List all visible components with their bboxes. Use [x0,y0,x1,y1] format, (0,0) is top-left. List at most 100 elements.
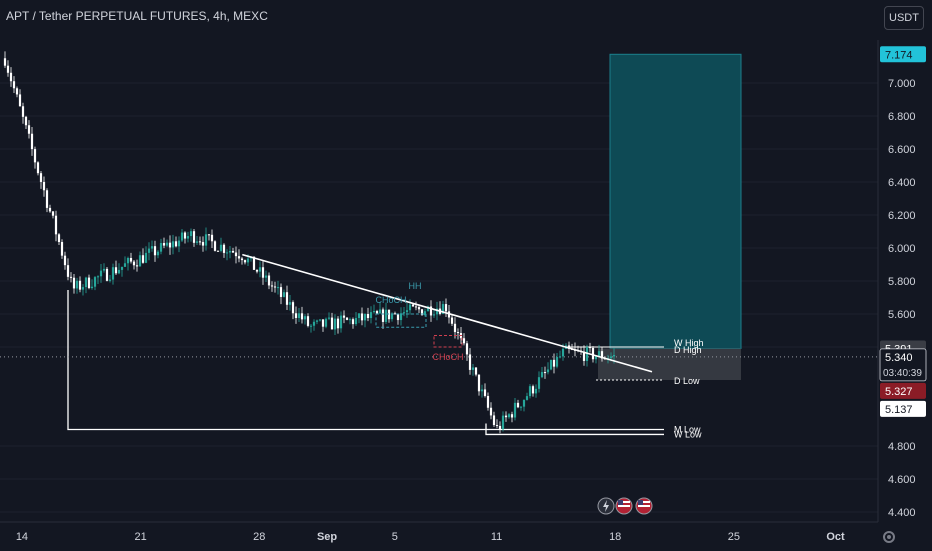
candle [567,345,571,349]
candle [18,94,22,107]
candle [558,356,562,358]
candle [432,314,436,316]
candle [15,88,19,95]
candle [405,310,409,313]
candle [507,414,511,418]
candle [24,116,28,126]
candle [330,317,334,330]
candle [195,241,199,243]
candle [3,58,7,66]
candle [492,415,496,426]
candle [453,323,457,333]
y-tick-label: 5.600 [888,309,916,321]
candle [135,265,139,267]
candle [372,311,376,313]
candle [366,313,370,319]
candle [303,316,307,320]
candle [417,307,421,310]
candle [105,268,109,281]
candle [252,256,256,270]
flag-stripe [638,501,650,503]
candle [498,425,502,430]
candle [276,287,280,289]
candle [189,231,193,237]
candle [402,312,406,314]
candle [360,313,364,321]
candle [42,181,46,191]
candle [201,242,205,246]
candle [399,313,403,321]
candle [585,347,589,361]
candle [12,81,16,89]
candle [480,389,484,392]
candle [531,386,535,394]
candle [132,261,136,266]
candle [495,425,499,427]
m-low-label: M Low [674,425,701,435]
candle [63,255,67,266]
candle [309,325,313,327]
candle [48,207,52,212]
us-flag-icon [615,497,633,515]
candle [6,65,10,73]
candle [114,267,118,274]
candle [444,304,448,312]
x-tick-label: Oct [826,531,845,543]
candle [261,267,265,278]
target-price-tag: 7.174 [885,49,913,61]
candle [537,377,541,389]
candle [471,367,475,370]
flag-stripe [638,505,650,507]
candle [324,318,328,327]
hh-label: HH [409,281,422,291]
candle [204,234,208,246]
candle [528,386,532,397]
candle [123,263,127,267]
candle [522,399,526,407]
candle [255,269,259,272]
candle [81,287,85,290]
candle [468,354,472,370]
candle [174,241,178,247]
candle [561,348,565,357]
candle [543,372,547,374]
candle [234,252,238,257]
candle [273,286,277,288]
us-flag-icon [635,497,653,515]
w-low-line [485,423,664,436]
candle [186,236,190,239]
candle [192,231,196,243]
candle [426,306,430,312]
candle [582,351,586,361]
candle [435,308,439,315]
candle [306,316,310,326]
candle [549,359,553,370]
stop-price-tag: 5.327 [885,386,913,398]
gear-icon [883,531,895,543]
candle [78,280,82,290]
candle [33,149,37,163]
settings-button[interactable] [878,526,900,548]
candle [126,257,130,264]
event-icons [597,497,653,515]
choch-box-top [375,313,427,328]
candle [138,255,142,267]
d-high-label: D High [674,345,702,355]
candle [144,252,148,263]
candle [552,359,556,367]
candle [168,242,172,248]
candle [75,280,79,289]
candle [486,395,490,408]
candle [279,287,283,297]
candle [90,286,94,289]
candle [231,250,235,253]
candle [510,414,514,418]
currency-button[interactable]: USDT [884,6,924,30]
candle [60,242,64,256]
candle [534,388,538,394]
candle [30,133,34,150]
w-low-label: W Low [674,429,702,439]
candle [450,317,454,324]
